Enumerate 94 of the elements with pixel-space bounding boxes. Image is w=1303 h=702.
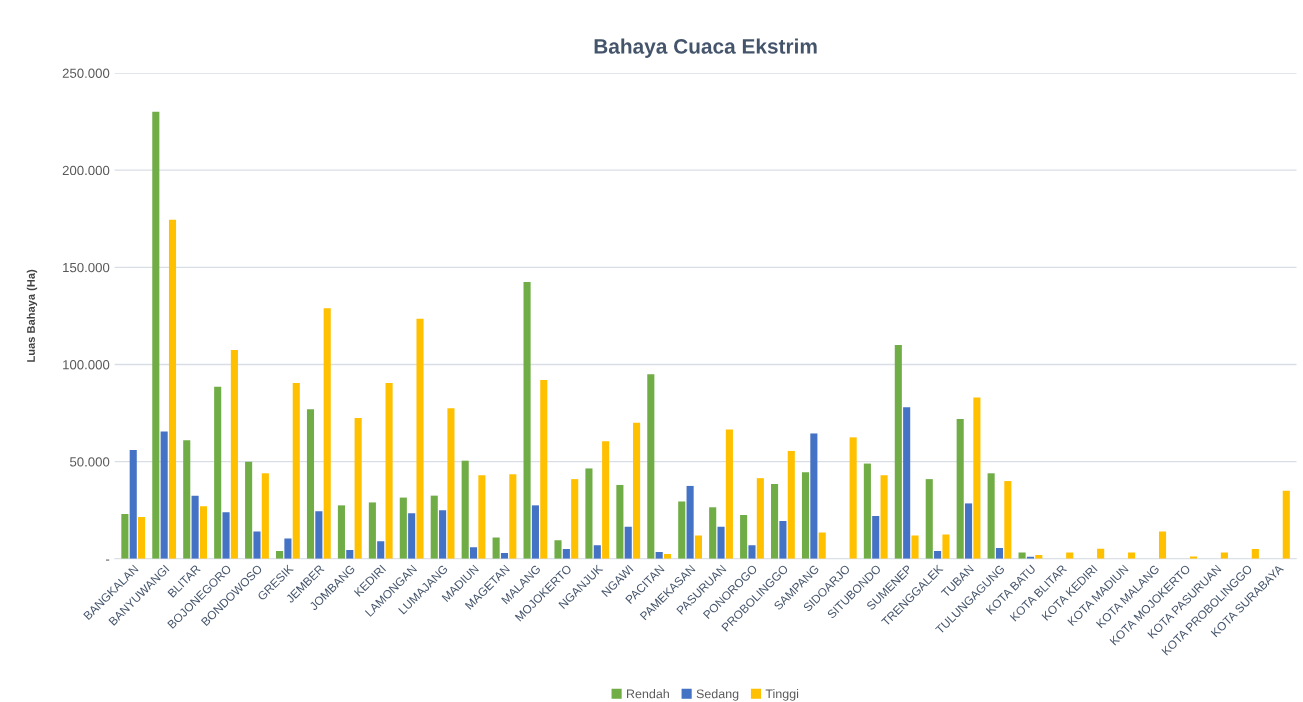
bar <box>925 479 933 559</box>
bar <box>354 417 362 559</box>
bar <box>872 516 880 559</box>
bar <box>253 531 261 559</box>
bar <box>554 540 562 559</box>
bar <box>478 475 486 559</box>
bar <box>284 538 292 559</box>
bar <box>787 450 795 559</box>
bar <box>399 497 407 559</box>
bar <box>740 515 748 559</box>
bar <box>152 111 160 559</box>
bar <box>168 219 177 559</box>
bar <box>199 506 208 559</box>
bar <box>593 545 601 559</box>
bar <box>973 397 981 559</box>
bar <box>779 520 787 559</box>
bar <box>903 407 911 559</box>
bar <box>323 308 331 559</box>
bar <box>138 517 146 559</box>
bar <box>602 441 610 559</box>
bar <box>214 386 222 559</box>
bar <box>880 475 888 559</box>
bar <box>801 472 810 559</box>
bar <box>633 422 641 559</box>
bar <box>469 547 478 559</box>
bar <box>585 468 593 559</box>
chart-title: Bahaya Cuaca Ekstrim <box>594 38 817 58</box>
bar <box>531 505 539 559</box>
bar <box>1282 490 1290 559</box>
bar <box>315 511 323 559</box>
bar <box>385 382 393 559</box>
bar <box>562 549 570 559</box>
bar <box>771 483 779 559</box>
bar <box>129 449 137 559</box>
legend-label: Sedang <box>696 689 739 701</box>
bar <box>346 550 354 559</box>
bar <box>523 281 531 559</box>
bar <box>461 460 469 559</box>
bar <box>995 548 1004 559</box>
bar <box>987 473 995 559</box>
bar <box>540 380 548 559</box>
bar <box>183 440 191 559</box>
bar <box>306 409 315 559</box>
bar <box>1251 549 1259 559</box>
bar <box>261 473 269 559</box>
bar <box>725 429 733 559</box>
bar <box>849 437 857 559</box>
bar <box>1158 531 1167 559</box>
bar <box>408 513 416 559</box>
bar <box>191 495 199 559</box>
bar <box>863 463 871 559</box>
bar <box>416 318 424 559</box>
bar <box>965 503 973 559</box>
bar <box>818 532 826 559</box>
bar <box>748 545 756 559</box>
y-axis-title: Luas Bahaya (Ha) <box>26 269 38 362</box>
bar <box>694 535 703 559</box>
y-tick-label: 200.000 <box>62 165 110 176</box>
bar <box>647 374 655 559</box>
bar <box>942 534 950 559</box>
bar <box>810 433 818 559</box>
bar <box>509 474 517 559</box>
y-tick-label: 100.000 <box>63 360 110 370</box>
bar <box>624 526 632 559</box>
bar <box>686 485 694 559</box>
bar <box>492 537 500 559</box>
y-tick-label: - <box>106 559 110 561</box>
bar <box>956 418 964 559</box>
bar <box>439 510 447 559</box>
bar <box>245 461 253 559</box>
bar <box>911 535 919 559</box>
bar <box>377 541 385 559</box>
bar <box>709 507 717 559</box>
bar <box>230 349 238 559</box>
bar <box>894 345 902 559</box>
y-tick-label: 150.000 <box>63 262 110 273</box>
bar <box>337 505 345 559</box>
bar <box>292 382 300 559</box>
bar <box>678 501 686 559</box>
bar <box>756 478 764 559</box>
bar <box>616 484 624 559</box>
bar <box>571 479 579 559</box>
bar <box>1004 481 1012 559</box>
bar <box>121 514 129 559</box>
bar <box>717 526 725 559</box>
bar <box>368 502 376 559</box>
bar <box>430 495 438 559</box>
bar <box>160 431 168 559</box>
legend-label: Rendah <box>627 689 669 699</box>
y-tick-label: 250.000 <box>62 68 110 78</box>
y-tick-label: 50.000 <box>69 457 110 467</box>
bar <box>222 512 230 559</box>
legend-label: Tinggi <box>765 689 799 701</box>
bar <box>447 408 455 559</box>
